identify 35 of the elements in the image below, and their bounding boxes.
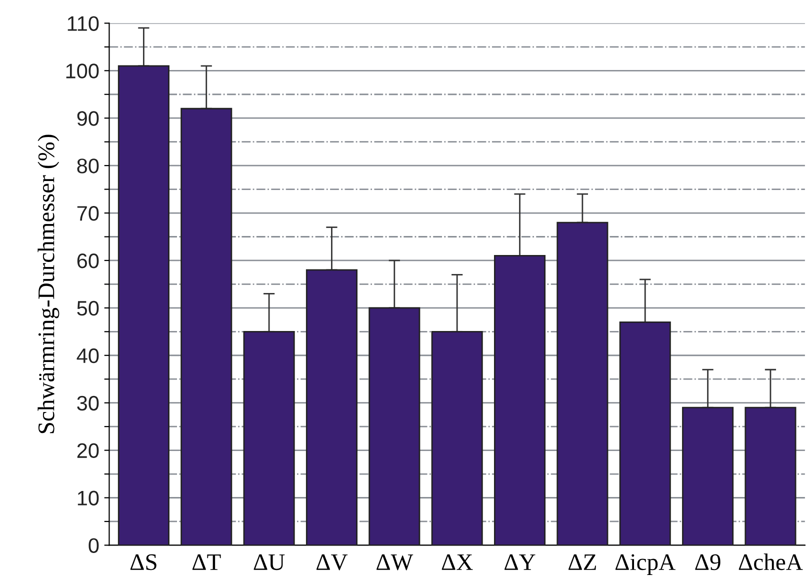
y-tick-label: 110 — [68, 16, 99, 31]
bar — [682, 406, 734, 546]
bar — [306, 269, 358, 546]
x-tick-label: ΔcheA — [738, 554, 803, 570]
y-tick-label: 0 — [88, 538, 99, 553]
bar — [619, 321, 671, 546]
bar — [431, 330, 483, 546]
y-tick-label: 30 — [77, 396, 99, 411]
bar — [368, 307, 420, 546]
x-tick-label: ΔS — [130, 554, 156, 570]
bar — [556, 222, 608, 546]
y-axis-title: Schwärmring-Durchmesser (%) — [38, 134, 60, 434]
y-tick-label: 100 — [66, 64, 99, 78]
y-tick-label: 50 — [77, 300, 99, 316]
bar — [744, 406, 796, 546]
y-tick-label: 20 — [77, 443, 99, 458]
x-tick-label: ΔU — [254, 554, 285, 570]
x-tick-label: ΔT — [192, 554, 221, 570]
y-tick-label: 80 — [77, 158, 99, 174]
x-tick-label: ΔicpA — [615, 554, 676, 575]
bar — [180, 108, 232, 546]
x-tick-label: ΔZ — [568, 554, 596, 570]
y-tick-label: 60 — [77, 253, 99, 268]
y-tick-label: 40 — [76, 348, 99, 364]
y-tick-label: 90 — [77, 111, 99, 126]
bar — [243, 330, 295, 546]
y-tick-label: 70 — [77, 206, 99, 221]
x-tick-label: ΔX — [442, 554, 473, 570]
bar — [118, 65, 170, 546]
x-tick-label: ΔY — [504, 554, 536, 570]
x-tick-label: Δ9 — [695, 554, 720, 570]
x-tick-label: ΔV — [316, 554, 348, 570]
y-tick-label: 10 — [78, 490, 99, 506]
bar — [494, 255, 546, 546]
x-tick-label: ΔW — [376, 554, 414, 570]
